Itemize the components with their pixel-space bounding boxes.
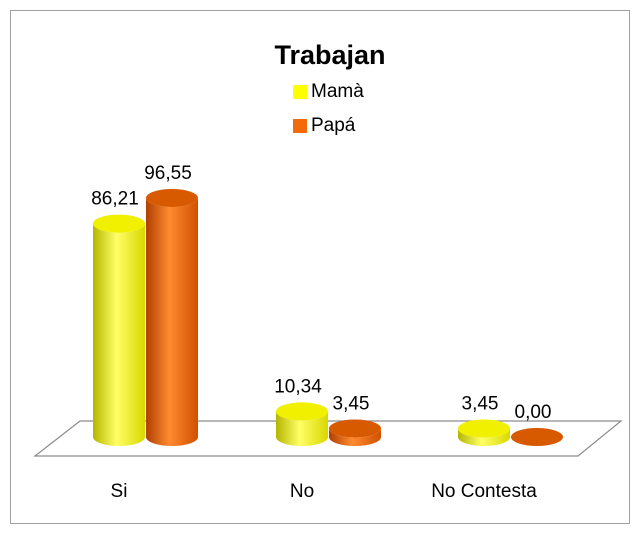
bar (146, 198, 198, 446)
legend-label: Papá (311, 115, 356, 136)
bar-top (329, 419, 381, 438)
bar-top (146, 189, 198, 207)
x-tick-label: No Contesta (431, 481, 537, 502)
data-label: 0,00 (515, 402, 552, 423)
bar (93, 223, 145, 446)
bar (458, 428, 510, 446)
data-label: 96,55 (144, 163, 192, 184)
bar (276, 411, 328, 446)
data-label: 3,45 (462, 393, 499, 414)
x-tick-label: Si (111, 481, 128, 502)
data-label: 86,21 (91, 189, 139, 210)
bar-top (458, 419, 510, 438)
legend-swatch (293, 85, 307, 99)
bar-top (93, 214, 145, 233)
legend-label: Mamà (311, 81, 364, 102)
data-label: 3,45 (333, 393, 370, 414)
x-tick-label: No (290, 481, 314, 502)
legend-swatch (293, 119, 307, 133)
data-label: 10,34 (274, 376, 322, 397)
bar (329, 428, 381, 446)
chart-title: Trabajan (274, 40, 385, 70)
bar-top (511, 428, 563, 446)
bar-top (276, 402, 328, 421)
floor (33, 420, 623, 457)
